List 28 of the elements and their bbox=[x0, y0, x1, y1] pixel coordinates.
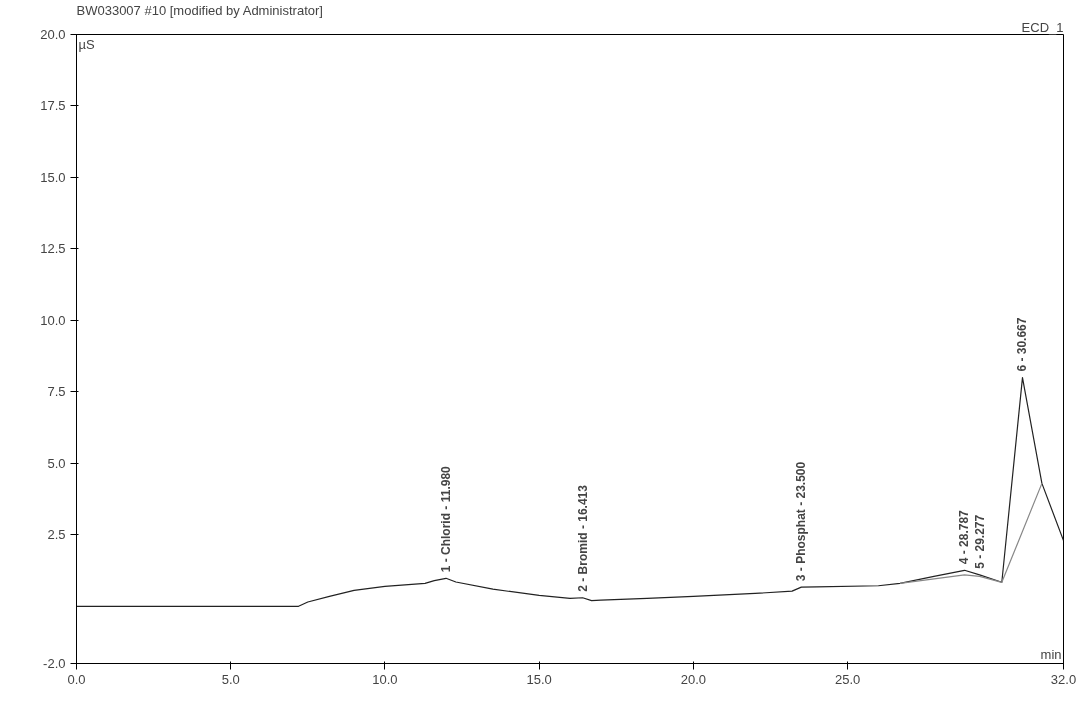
annotation: 3 - Phosphat - 23.500 bbox=[794, 461, 809, 582]
y-tick-label: 17.5 bbox=[40, 98, 66, 114]
line-series bbox=[76, 376, 1064, 607]
chart-title: BW033007 #10 [modified by Administrator] bbox=[76, 2, 323, 18]
annotation: 5 - 29.277 bbox=[972, 514, 987, 569]
x-tick-label: 5.0 bbox=[221, 671, 240, 687]
y-tick-label: 7.5 bbox=[47, 384, 66, 400]
x-tick-label: 20.0 bbox=[680, 671, 707, 687]
x-tick-label: 32.0 bbox=[1050, 671, 1077, 687]
x-tick-label: 10.0 bbox=[372, 671, 398, 687]
annotation: 4 - 28.787 bbox=[957, 509, 972, 565]
line-series bbox=[899, 482, 1043, 585]
y-axis-title: µS bbox=[78, 36, 95, 52]
y-tick-label: 10.0 bbox=[40, 312, 66, 328]
y-tick-label: 12.5 bbox=[40, 241, 66, 257]
chart-subtitle: ECD_1 bbox=[1021, 19, 1064, 35]
x-tick-label: 0.0 bbox=[67, 671, 86, 687]
y-tick-label: 5.0 bbox=[47, 455, 66, 471]
x-tick-label: 25.0 bbox=[834, 671, 861, 687]
annotation: 6 - 30.667 bbox=[1015, 317, 1030, 372]
y-tick-label: 20.0 bbox=[40, 27, 66, 42]
y-tick-label: 15.0 bbox=[40, 169, 66, 185]
x-axis-title: min bbox=[1040, 646, 1062, 662]
annotation: 2 - Bromid - 16.413 bbox=[575, 484, 590, 592]
annotation: 1 - Chlorid - 11.980 bbox=[439, 465, 454, 573]
y-tick-label: -2.0 bbox=[43, 656, 66, 671]
x-tick-label: 15.0 bbox=[526, 671, 552, 687]
y-tick-label: 2.5 bbox=[47, 527, 66, 543]
